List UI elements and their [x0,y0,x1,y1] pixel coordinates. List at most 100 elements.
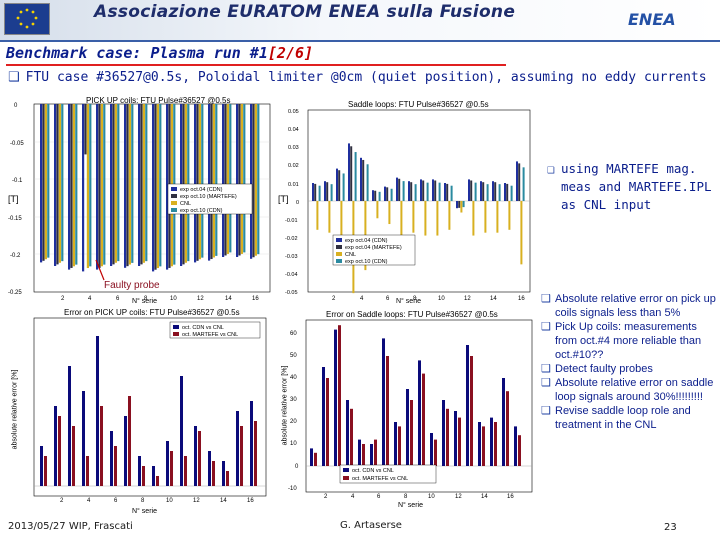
pickup-bar [72,104,75,267]
saddle-xtick-labels: 2 4 6 8 10 12 14 16 [332,296,525,302]
saddle-bar [470,180,473,201]
saddle-bar [330,184,333,201]
saddle-err-bar [490,417,493,466]
pickup-xtick: 16 [252,296,259,302]
pickup-err-xtick: 6 [114,498,118,504]
pickup-bar [156,104,159,269]
saddle-bar [400,201,403,239]
pickup-bar [224,104,227,256]
saddle-bar [374,190,377,201]
saddle-bar [390,188,393,201]
saddle-err-bar [338,325,341,466]
pickup-bar [257,104,260,255]
pickup-legend: exp oct.04 (CDN) exp oct.10 (MARTEFE) CN… [167,183,253,215]
square-bullet-icon: ❑ [541,321,551,333]
pickup-bar [114,104,117,263]
saddle-err-bar [382,338,385,466]
pickup-bar [210,104,213,260]
saddle-err-bar [482,426,485,466]
pickup-err-bar [198,431,201,486]
saddle-err-ytick: 30 [290,397,297,403]
pickup-err-bar [142,466,145,486]
pickup-bar [84,104,87,155]
saddle-xtick: 2 [332,296,336,302]
pickup-bar [42,104,45,261]
pickup-err-bar [212,461,215,486]
note-text: Revise saddle loop role and treatment in… [555,405,691,431]
saddle-bar [434,180,437,201]
saddle-xlabel: N° serie [396,298,421,305]
saddle-err-bar [470,356,473,466]
pickup-bar [54,104,57,266]
saddle-err-xtick: 12 [455,494,462,500]
pickup-bar [98,104,101,268]
saddle-bar [424,201,427,236]
pickup-err-bar [54,406,57,486]
pickup-legend-item: exp oct.10 (MARTEFE) [180,194,237,200]
pickup-xlabel: N° serie [132,298,157,305]
pickup-bar [61,104,64,262]
pickup-bar [117,104,120,262]
saddle-bar [480,181,482,201]
pickup-err-bar [240,426,243,486]
pickup-bar [196,104,199,261]
saddle-err-bar [370,444,373,466]
pickup-bar [131,104,134,263]
pickup-err-bar [96,336,99,486]
saddle-bar [328,201,331,233]
saddle-xtick: 12 [464,296,471,302]
saddle-err-bars-svg: 60 50 40 30 20 10 0 -10 2 4 6 8 10 12 14… [288,319,533,500]
header-band [0,0,720,40]
page-number: 23 [664,522,677,533]
saddle-loops-plot: Saddle loops: FTU Pulse#36527 @0.5s [T] … [278,90,533,305]
saddle-bar [508,201,511,230]
pickup-legend-item: exp oct.10 (CDN) [180,208,223,214]
saddle-xtick: 16 [518,296,525,302]
saddle-err-bar [386,356,389,466]
saddle-bar [314,183,317,201]
saddle-err-ytick: 0 [295,464,299,470]
pickup-xtick: 12 [197,296,204,302]
pickup-legend-item: exp oct.04 (CDN) [180,187,223,193]
pickup-ytick: -0.15 [8,216,22,222]
pickup-err-xtick: 2 [60,498,64,504]
saddle-bar [408,181,410,201]
saddle-err-legend-item: oct. MARTEFE vs CNL [352,476,408,482]
saddle-legend: exp oct.04 (CDN) exp oct.04 (MARTEFE) CN… [332,234,416,266]
pickup-bar [154,104,157,270]
header-title: Associazione EURATOM ENEA sulla Fusione [94,2,516,22]
saddle-xtick: 10 [438,296,445,302]
pickup-xtick: 2 [61,296,65,302]
pickup-err-bar [124,416,127,486]
note-text: Absolute relative error on saddle loop s… [555,377,714,403]
saddle-err-bar [362,444,365,466]
saddle-bar [458,201,461,208]
pickup-coils-plot: PICK UP coils: FTU Pulse#36527 @0.5s [T]… [4,90,276,305]
saddle-err-bar [410,400,413,466]
saddle-xtick: 8 [413,296,417,302]
pickup-bar [145,104,148,262]
saddle-err-xlabel: N° serie [398,502,423,509]
saddle-err-xtick-labels: 2 4 6 8 10 12 14 16 [324,494,514,500]
saddle-bar [492,181,494,201]
list-item: ❑ Revise saddle loop role and treatment i… [541,404,717,432]
saddle-ytick: 0 [296,200,299,206]
pickup-bar [103,104,106,265]
pickup-bar [198,104,201,260]
saddle-bar [436,201,439,236]
saddle-bar [312,183,314,201]
pickup-ytick: -0.1 [12,178,23,184]
saddle-err-legend-item: oct. CDN vs CNL [352,468,394,474]
saddle-err-ytick: 20 [290,419,297,425]
saddle-bar [520,201,523,265]
saddle-bar [516,161,518,201]
pickup-bar [229,104,232,253]
pickup-bar [86,104,89,269]
saddle-bar [510,185,513,201]
pickup-bar [252,104,255,258]
saddle-bar [456,201,458,209]
pickup-err-bar [236,411,239,486]
pickup-err-xtick: 14 [220,498,227,504]
pickup-bar [56,104,59,265]
saddle-bar [460,201,463,213]
